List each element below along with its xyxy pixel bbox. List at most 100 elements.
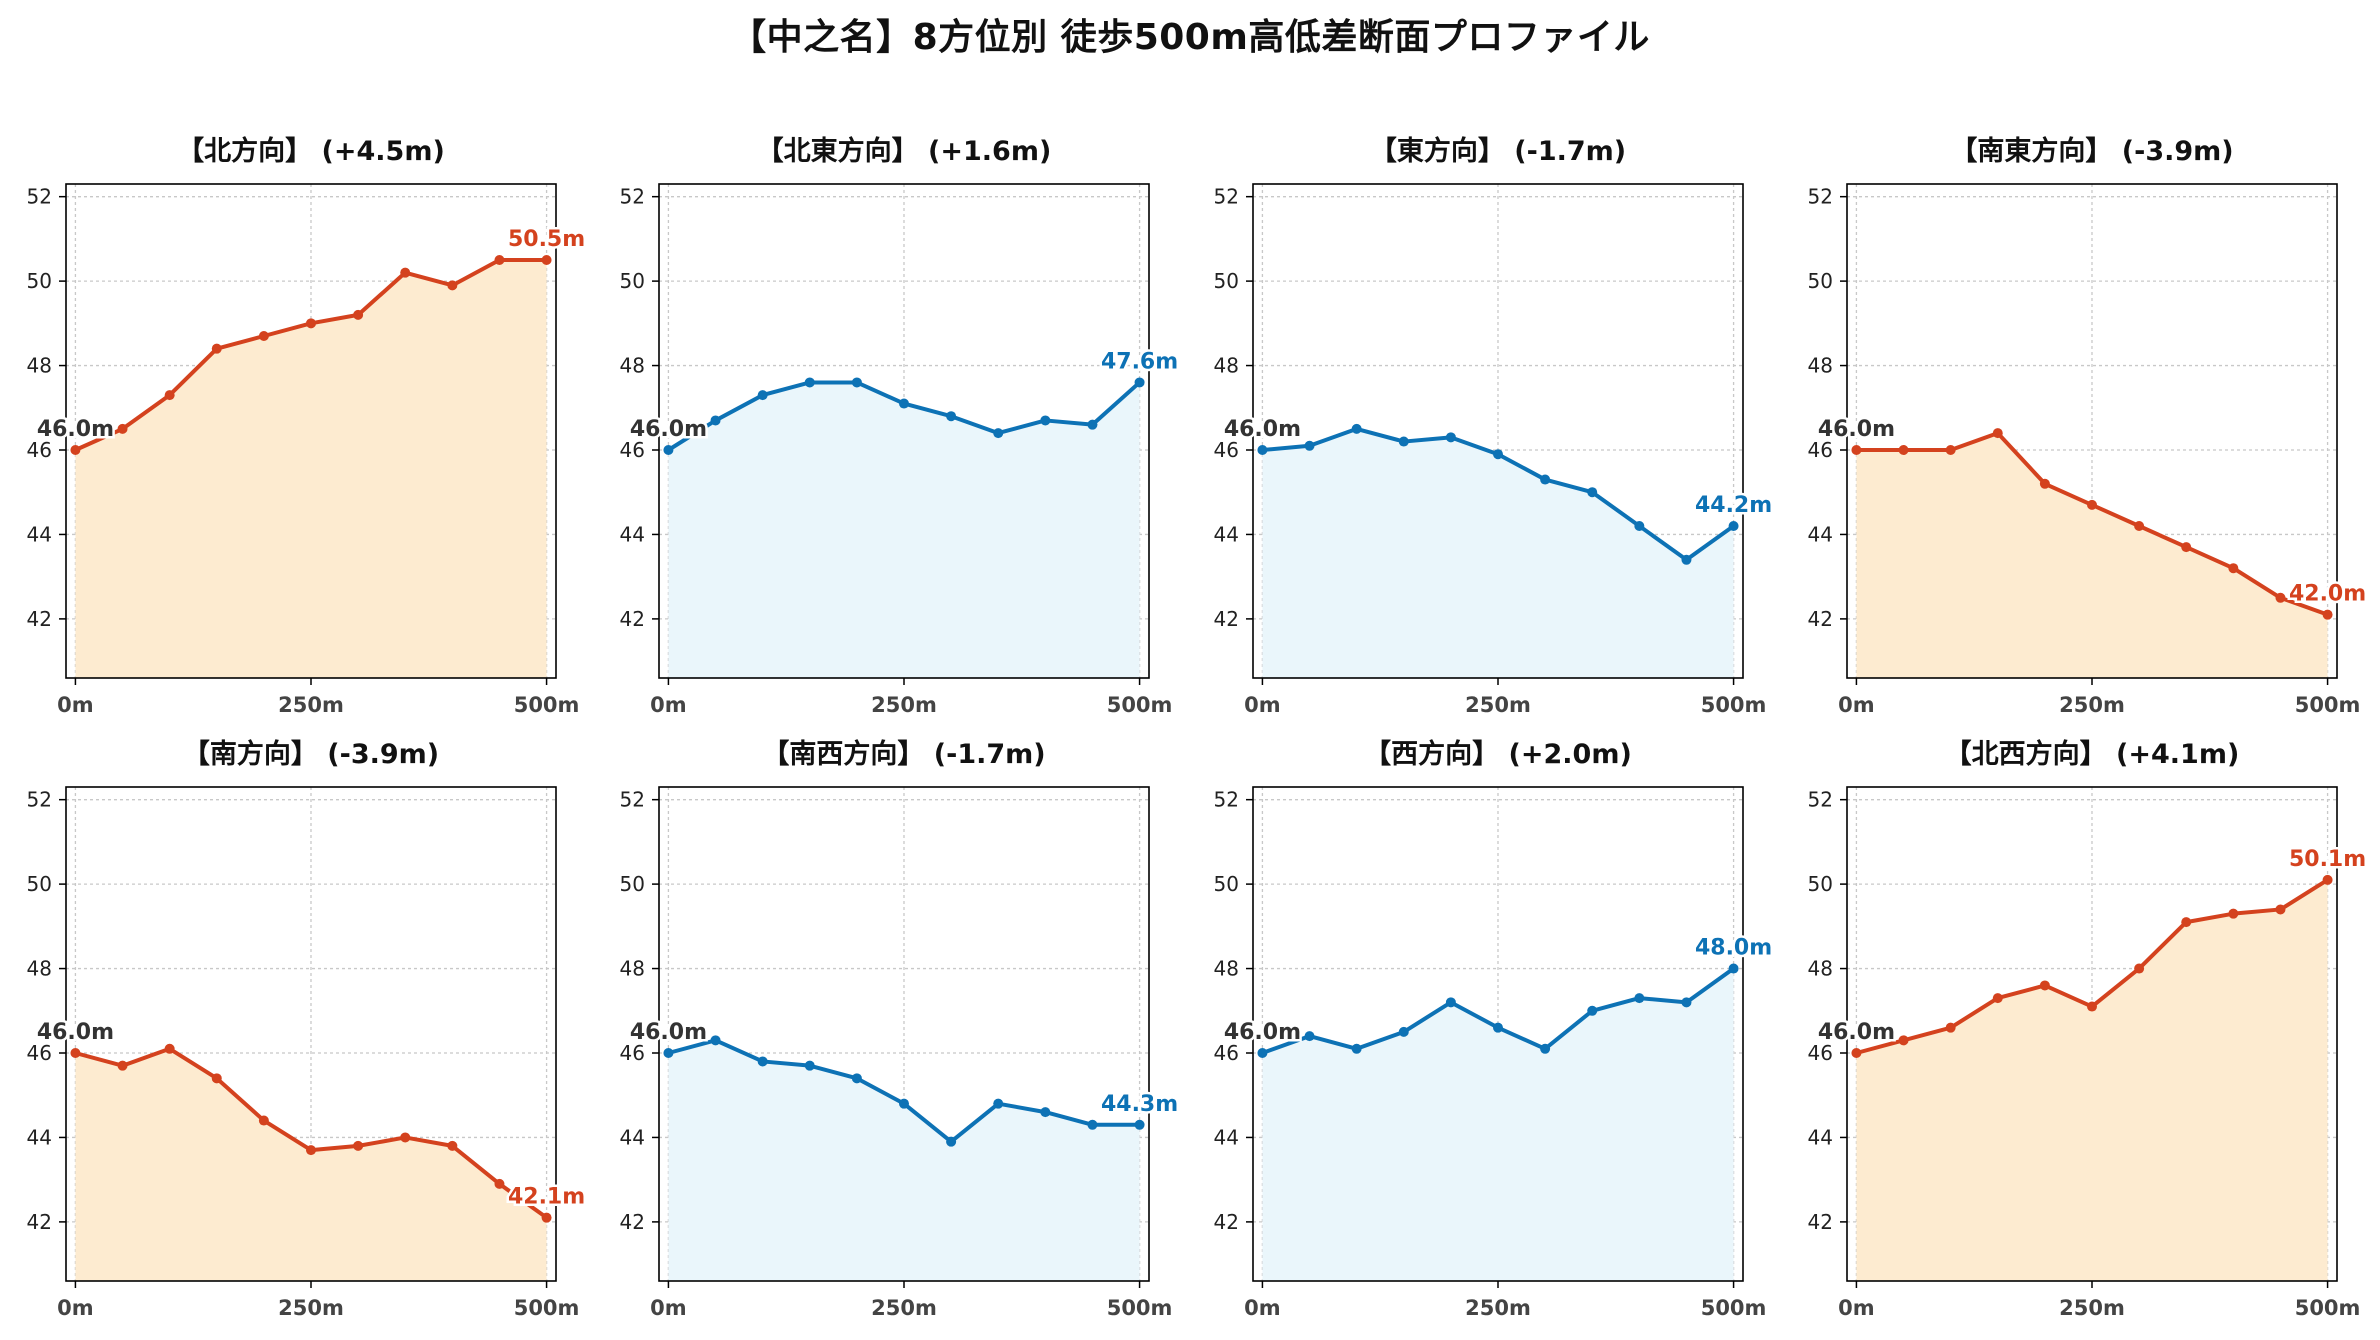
y-tick-label: 52	[27, 185, 52, 209]
subplot-title: 【北東方向】 (+1.6m)	[757, 135, 1052, 167]
data-point	[400, 1132, 411, 1143]
data-point	[757, 1056, 768, 1067]
data-point	[306, 318, 316, 329]
data-point	[1634, 993, 1645, 1004]
data-point	[1257, 1048, 1268, 1058]
y-tick-label: 46	[620, 438, 645, 462]
data-point	[804, 377, 815, 388]
data-point	[1304, 1031, 1315, 1042]
x-tick-label: 250m	[278, 1296, 344, 1320]
y-tick-label: 46	[1214, 1041, 1239, 1065]
data-point	[1040, 415, 1051, 426]
data-point	[1134, 377, 1145, 388]
y-tick-label: 52	[1808, 185, 1833, 209]
data-point	[117, 423, 128, 434]
area-fill	[1262, 968, 1734, 1281]
data-point	[2275, 592, 2286, 603]
data-point	[1445, 997, 1456, 1008]
data-point	[2181, 542, 2192, 553]
data-point	[1681, 997, 1692, 1008]
subplot-title: 【北西方向】 (+4.1m)	[1945, 738, 2240, 770]
x-tick-label: 500m	[514, 693, 580, 717]
data-point	[1728, 963, 1739, 974]
x-tick-label: 0m	[1244, 693, 1281, 717]
start-value-label: 46.0m	[630, 417, 707, 442]
y-tick-label: 48	[1214, 957, 1239, 981]
data-point	[2134, 963, 2145, 974]
data-point	[447, 280, 458, 291]
subplot-8: 【北西方向】 (+4.1m) 42 44 46 48 50 52 0m 250m 500m 46.0…	[1808, 738, 2369, 1320]
data-point	[663, 1048, 674, 1058]
y-tick-label: 50	[620, 269, 645, 293]
area-fill	[75, 260, 547, 678]
data-point	[851, 1073, 862, 1084]
data-point	[2087, 499, 2097, 510]
data-point	[1087, 419, 1098, 430]
y-tick-label: 52	[27, 788, 52, 812]
start-value-label: 46.0m	[37, 1020, 114, 1045]
y-tick-label: 50	[27, 872, 52, 896]
y-tick-label: 52	[1214, 788, 1239, 812]
data-point	[1398, 436, 1409, 447]
y-tick-label: 52	[620, 185, 645, 209]
data-point	[1634, 521, 1645, 531]
data-point	[1992, 428, 2003, 439]
data-point	[946, 411, 957, 422]
area-fill	[75, 1048, 547, 1281]
y-tick-label: 48	[1808, 957, 1833, 981]
data-point	[447, 1140, 458, 1151]
x-tick-label: 250m	[1465, 693, 1531, 717]
data-point	[1493, 449, 1503, 460]
data-point	[541, 1212, 552, 1223]
data-point	[1087, 1119, 1098, 1130]
x-tick-label: 0m	[650, 1296, 687, 1320]
x-tick-label: 500m	[2295, 693, 2361, 717]
y-tick-label: 46	[1808, 438, 1833, 462]
x-tick-label: 250m	[871, 693, 937, 717]
data-point	[494, 255, 505, 265]
data-point	[1351, 423, 1362, 434]
y-tick-label: 46	[27, 1041, 52, 1065]
data-point	[1134, 1119, 1145, 1130]
data-point	[1493, 1022, 1503, 1033]
data-point	[541, 255, 552, 265]
data-point	[2322, 874, 2333, 885]
data-point	[2181, 917, 2192, 928]
data-point	[1728, 521, 1739, 531]
x-tick-label: 250m	[2059, 1296, 2125, 1320]
data-point	[757, 390, 768, 401]
x-tick-label: 500m	[1701, 1296, 1767, 1320]
data-point	[1351, 1043, 1362, 1054]
y-tick-label: 50	[1214, 269, 1239, 293]
y-tick-label: 48	[620, 354, 645, 378]
data-point	[70, 1048, 81, 1058]
area-fill	[1856, 879, 2328, 1281]
y-tick-label: 50	[1808, 872, 1833, 896]
subplot-1: 【北方向】 (+4.5m) 42 44 46 48 50 52 0m 250m 500m 46.0m…	[27, 135, 588, 717]
data-point	[804, 1060, 815, 1071]
y-tick-label: 52	[1808, 788, 1833, 812]
data-point	[1445, 432, 1456, 443]
area-fill	[1262, 428, 1734, 678]
y-tick-label: 44	[1214, 1125, 1239, 1149]
x-tick-label: 500m	[1701, 693, 1767, 717]
data-point	[993, 428, 1004, 439]
y-tick-label: 44	[1808, 1125, 1833, 1149]
subplot-title: 【南方向】 (-3.9m)	[183, 738, 439, 770]
y-tick-label: 50	[1808, 269, 1833, 293]
subplot-title: 【東方向】 (-1.7m)	[1370, 135, 1626, 167]
data-point	[710, 1035, 721, 1046]
y-tick-label: 48	[27, 354, 52, 378]
start-value-label: 46.0m	[1224, 1020, 1301, 1045]
x-tick-label: 0m	[57, 1296, 94, 1320]
data-point	[710, 415, 721, 426]
x-tick-label: 250m	[1465, 1296, 1531, 1320]
subplot-6: 【南西方向】 (-1.7m) 42 44 46 48 50 52 0m 250m 500m 46.0…	[620, 738, 1181, 1320]
y-tick-label: 48	[1808, 354, 1833, 378]
start-value-label: 46.0m	[1818, 1020, 1895, 1045]
area-fill	[668, 1040, 1140, 1281]
data-point	[946, 1136, 957, 1147]
x-tick-label: 250m	[278, 693, 344, 717]
